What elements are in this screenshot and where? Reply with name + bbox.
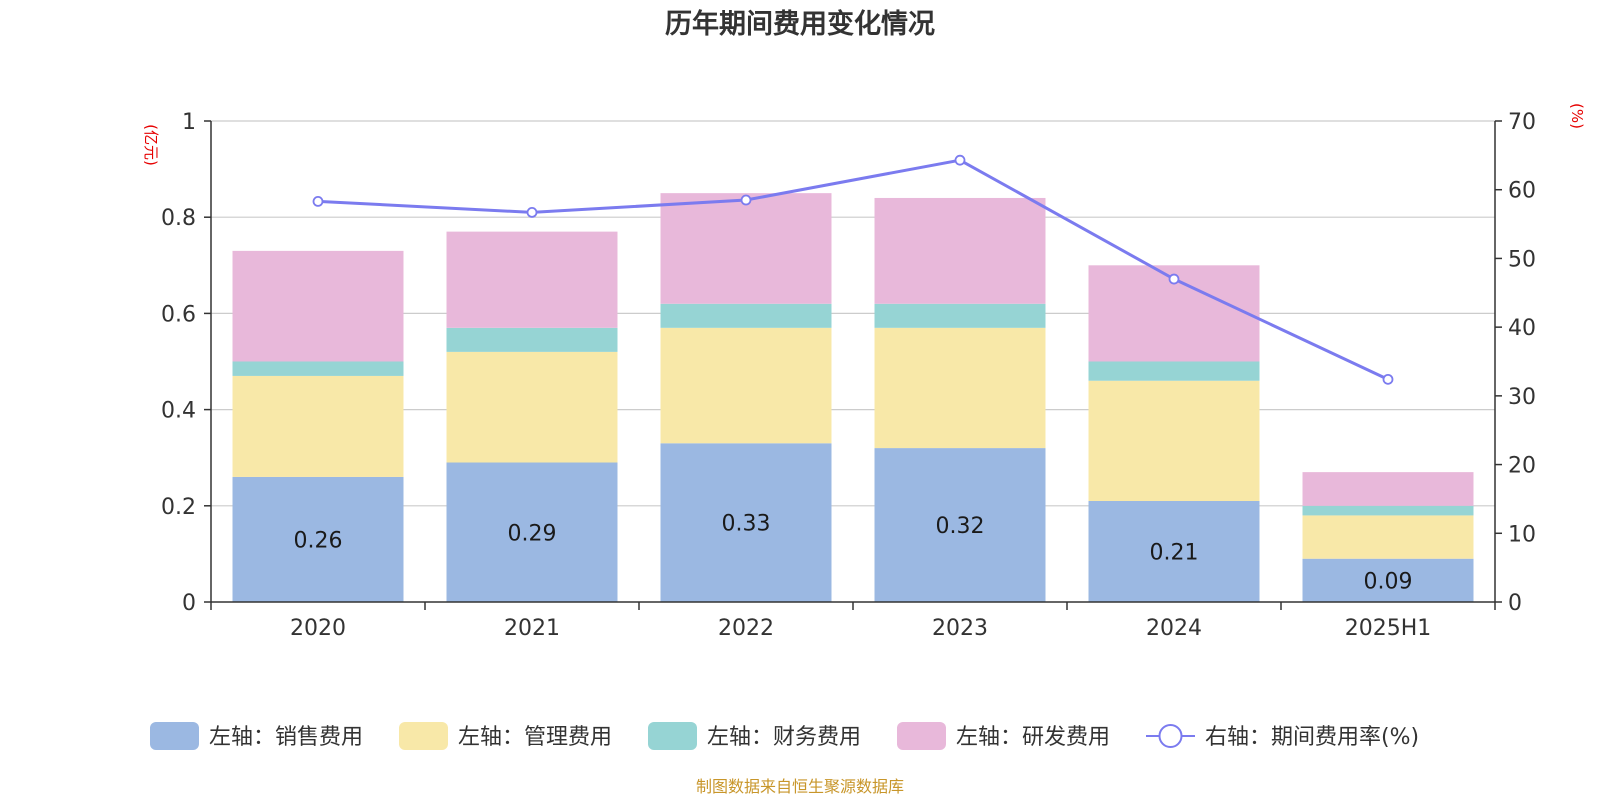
bar-segment [232,361,404,376]
rate-line-point [312,195,324,207]
bar-segment [874,303,1046,328]
left-tick-label: 0.8 [161,206,196,231]
gridlines [211,120,1495,507]
left-tick-label: 0.2 [161,495,196,520]
data-labels: 0.26 0.29 0.33 0.32 0.21 0.09 [294,512,1413,595]
bar-segment [232,375,404,477]
bar-segment [874,327,1046,449]
expense-rate-line [312,154,1394,385]
left-tick-label: 0.4 [161,399,196,424]
right-tick-label: 30 [1508,385,1536,410]
rate-line-path [317,158,1389,381]
bar-segment [660,193,832,304]
legend: 左轴：销售费用 左轴：管理费用 左轴：财务费用 左轴：研发费用 右轴：期间费用率(%) [150,722,1419,750]
bar-segment [1088,380,1260,501]
right-tick-label: 0 [1508,591,1522,616]
legend-label: 左轴：研发费用 [956,725,1110,750]
bar-segment [1302,515,1474,559]
left-tick-label: 0.6 [161,302,196,327]
right-tick-label: 40 [1508,316,1536,341]
bar-segment [1302,472,1474,506]
legend-label: 左轴：财务费用 [707,725,861,750]
bar-value-label: 0.09 [1364,569,1413,594]
rate-line-point [526,206,538,218]
right-tick-label: 60 [1508,179,1536,204]
x-tick-label: 2022 [718,616,774,641]
rate-line-point [954,154,966,166]
legend-label: 左轴：销售费用 [209,725,363,750]
bar-value-label: 0.29 [508,521,557,546]
bar-segment [232,476,404,602]
chart-title: 历年期间费用变化情况 [665,8,935,40]
left-tick-label: 1 [182,110,196,135]
right-tick-label: 70 [1508,110,1536,135]
rate-line-point [740,194,752,206]
bar-segment [1302,505,1474,516]
right-tick-label: 20 [1508,454,1536,479]
legend-swatch [897,722,946,750]
legend-label: 右轴：期间费用率(%) [1205,725,1419,750]
legend-swatch [648,722,697,750]
bar-segment [660,327,832,444]
x-tick-label: 2020 [290,616,346,641]
bar-segment [446,231,618,328]
x-tick-label: 2024 [1146,616,1202,641]
bar-segment [1302,558,1474,602]
right-axis-unit: (%) [1568,103,1586,129]
bar-segment [660,303,832,328]
bar-segment [446,327,618,352]
bar-value-label: 0.32 [936,514,985,539]
bar-segment [660,443,832,602]
left-axis-unit: (亿元) [142,124,160,166]
x-tick-label: 2021 [504,616,560,641]
bar-value-label: 0.26 [294,528,343,553]
bar-segment [874,197,1046,304]
bar-segment [446,351,618,463]
bar-segment [232,250,404,362]
legend-swatch [399,722,448,750]
source-note: 制图数据来自恒生聚源数据库 [696,777,904,796]
bar-value-label: 0.21 [1150,540,1199,565]
bar-segment [874,448,1046,602]
bar-segment [446,462,618,602]
bar-segment [1088,361,1260,381]
right-tick-label: 50 [1508,247,1536,272]
bar-value-label: 0.33 [722,512,771,537]
right-tick-label: 10 [1508,522,1536,547]
legend-swatch [150,722,199,750]
rate-line-point [1382,373,1394,385]
bars [232,193,1474,602]
legend-label: 左轴：管理费用 [458,725,612,750]
bar-segment [1088,500,1260,602]
legend-line-marker [1158,724,1183,748]
rate-line-point [1168,273,1180,285]
left-tick-label: 0 [182,591,196,616]
x-tick-label: 2023 [932,616,988,641]
x-tick-label: 2025H1 [1345,616,1432,641]
